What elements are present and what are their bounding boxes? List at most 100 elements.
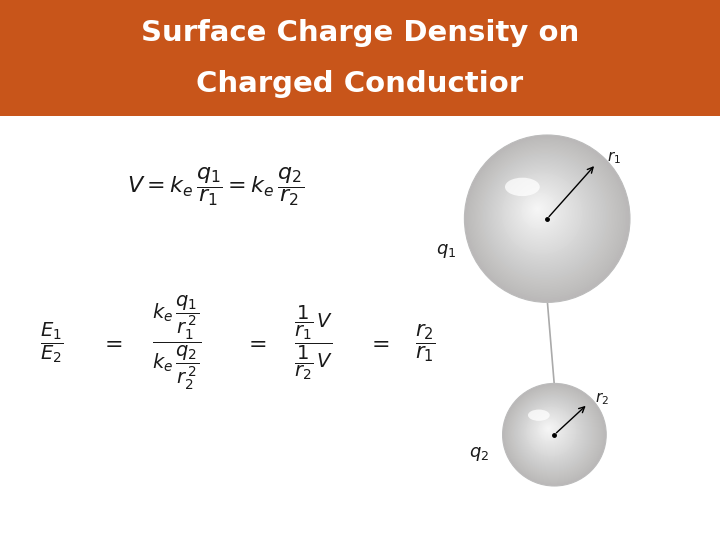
Ellipse shape xyxy=(531,412,570,450)
Text: $r_2$: $r_2$ xyxy=(595,390,609,407)
Ellipse shape xyxy=(498,168,588,260)
Ellipse shape xyxy=(546,427,550,430)
Bar xyxy=(0,0,720,116)
Ellipse shape xyxy=(514,395,592,471)
Ellipse shape xyxy=(540,420,559,439)
Ellipse shape xyxy=(513,184,568,240)
Ellipse shape xyxy=(485,156,604,276)
Ellipse shape xyxy=(523,194,556,227)
Ellipse shape xyxy=(509,180,573,245)
Ellipse shape xyxy=(516,186,565,237)
Ellipse shape xyxy=(505,176,579,251)
Ellipse shape xyxy=(478,148,613,285)
Ellipse shape xyxy=(519,190,560,232)
Ellipse shape xyxy=(518,399,586,466)
Ellipse shape xyxy=(528,199,549,221)
Ellipse shape xyxy=(482,152,608,280)
Ellipse shape xyxy=(507,388,600,480)
Ellipse shape xyxy=(525,197,553,224)
Ellipse shape xyxy=(530,410,572,451)
Ellipse shape xyxy=(468,139,626,298)
Ellipse shape xyxy=(516,397,589,469)
Ellipse shape xyxy=(536,207,539,210)
Ellipse shape xyxy=(521,192,559,231)
Ellipse shape xyxy=(496,167,590,262)
Ellipse shape xyxy=(520,401,584,464)
Ellipse shape xyxy=(501,172,584,255)
Ellipse shape xyxy=(482,153,607,279)
Ellipse shape xyxy=(466,136,629,301)
Ellipse shape xyxy=(535,206,540,212)
Ellipse shape xyxy=(479,150,611,284)
Ellipse shape xyxy=(510,391,597,476)
Ellipse shape xyxy=(469,140,624,296)
Ellipse shape xyxy=(505,178,540,196)
Ellipse shape xyxy=(504,385,604,484)
Ellipse shape xyxy=(515,395,590,471)
Ellipse shape xyxy=(474,145,618,290)
Ellipse shape xyxy=(545,426,552,433)
Ellipse shape xyxy=(508,389,600,480)
Ellipse shape xyxy=(534,205,542,213)
Ellipse shape xyxy=(525,405,578,458)
Ellipse shape xyxy=(534,415,566,446)
Ellipse shape xyxy=(527,408,575,455)
Ellipse shape xyxy=(544,424,554,434)
Ellipse shape xyxy=(486,157,602,274)
Ellipse shape xyxy=(508,179,575,246)
Ellipse shape xyxy=(519,400,585,465)
Ellipse shape xyxy=(546,426,551,431)
Ellipse shape xyxy=(531,411,570,450)
Text: Charged Conductior: Charged Conductior xyxy=(197,70,523,98)
Ellipse shape xyxy=(512,183,570,241)
Text: $q_1$: $q_1$ xyxy=(436,242,456,260)
Ellipse shape xyxy=(498,170,587,259)
Ellipse shape xyxy=(533,414,567,448)
Ellipse shape xyxy=(490,161,598,269)
Text: $\dfrac{E_1}{E_2}$: $\dfrac{E_1}{E_2}$ xyxy=(40,321,63,365)
Ellipse shape xyxy=(528,408,575,454)
Ellipse shape xyxy=(480,151,610,282)
Ellipse shape xyxy=(544,425,553,433)
Ellipse shape xyxy=(487,158,600,273)
Ellipse shape xyxy=(526,407,576,456)
Ellipse shape xyxy=(526,198,552,222)
Ellipse shape xyxy=(537,417,563,443)
Ellipse shape xyxy=(518,189,562,234)
Ellipse shape xyxy=(503,383,606,486)
Ellipse shape xyxy=(524,404,579,459)
Ellipse shape xyxy=(505,386,603,483)
Ellipse shape xyxy=(521,193,557,229)
Ellipse shape xyxy=(495,166,591,264)
Ellipse shape xyxy=(505,177,577,249)
Ellipse shape xyxy=(472,143,621,293)
Ellipse shape xyxy=(539,418,561,441)
Ellipse shape xyxy=(477,147,615,287)
Ellipse shape xyxy=(508,389,598,478)
Ellipse shape xyxy=(507,178,576,248)
Ellipse shape xyxy=(517,188,564,235)
Ellipse shape xyxy=(511,392,595,475)
Text: $=$: $=$ xyxy=(366,332,390,354)
Text: $\dfrac{k_e\,\dfrac{q_1}{r_1^{\,2}}}{k_e\,\dfrac{q_2}{r_2^{\,2}}}$: $\dfrac{k_e\,\dfrac{q_1}{r_1^{\,2}}}{k_e… xyxy=(152,294,201,392)
Ellipse shape xyxy=(524,195,554,226)
Ellipse shape xyxy=(500,171,585,257)
Text: $\dfrac{r_2}{r_1}$: $\dfrac{r_2}{r_1}$ xyxy=(415,322,435,364)
Ellipse shape xyxy=(514,185,567,238)
Ellipse shape xyxy=(513,394,593,472)
Ellipse shape xyxy=(529,410,572,453)
Text: $r_1$: $r_1$ xyxy=(607,149,621,166)
Text: $q_2$: $q_2$ xyxy=(469,444,489,463)
Ellipse shape xyxy=(532,413,569,449)
Text: $\dfrac{\dfrac{1}{r_1}\,V}{\dfrac{1}{r_2}\,V}$: $\dfrac{\dfrac{1}{r_1}\,V}{\dfrac{1}{r_2… xyxy=(294,303,333,382)
Ellipse shape xyxy=(530,201,546,218)
Ellipse shape xyxy=(491,162,596,268)
Ellipse shape xyxy=(541,422,557,437)
Ellipse shape xyxy=(510,181,571,243)
Ellipse shape xyxy=(547,428,549,429)
Ellipse shape xyxy=(503,384,606,485)
Ellipse shape xyxy=(470,141,622,295)
Ellipse shape xyxy=(464,135,630,302)
Ellipse shape xyxy=(541,421,558,438)
Ellipse shape xyxy=(542,422,556,436)
